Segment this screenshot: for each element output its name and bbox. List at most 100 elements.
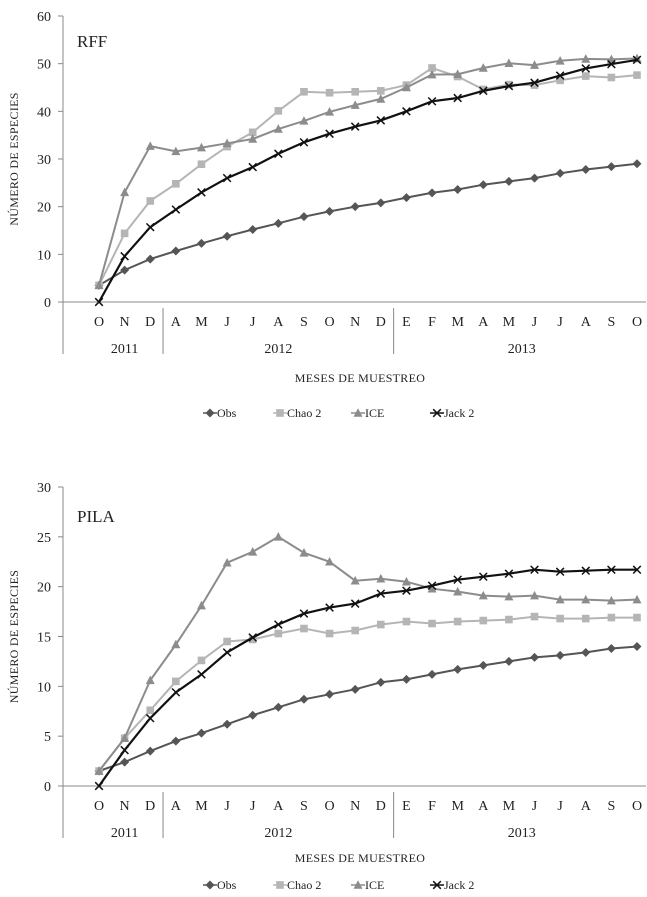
data-point <box>120 229 129 238</box>
data-point <box>376 198 386 208</box>
series-line <box>98 57 638 286</box>
legend: Obs Chao 2 ICE Jack 2 <box>203 406 474 420</box>
data-point <box>402 586 411 595</box>
data-point <box>555 594 565 604</box>
x-tick-label: D <box>145 799 155 814</box>
y-tick-label: 5 <box>44 730 51 745</box>
data-point <box>120 757 130 767</box>
x-tick-label: N <box>120 315 130 330</box>
x-tick-label: O <box>632 799 642 814</box>
y-tick-label: 10 <box>37 248 51 263</box>
data-point <box>171 639 181 649</box>
data-point <box>299 212 309 222</box>
legend-marker <box>353 408 363 417</box>
x-tick-label: N <box>120 799 130 814</box>
data-point <box>428 619 436 628</box>
data-point <box>274 149 283 159</box>
y-tick-label: 20 <box>37 581 51 596</box>
data-point <box>120 187 130 197</box>
data-point <box>401 82 411 92</box>
series-line <box>98 66 638 286</box>
legend-label: ICE <box>365 878 384 892</box>
data-point <box>581 164 591 174</box>
data-point <box>325 107 335 116</box>
series-line <box>98 568 637 787</box>
data-point <box>530 652 540 662</box>
legend-label: Jack 2 <box>444 406 474 420</box>
data-point <box>530 565 539 575</box>
data-point <box>273 218 283 228</box>
x-tick-label: A <box>273 799 284 814</box>
x-tick-label: S <box>300 799 308 814</box>
data-point <box>478 590 488 600</box>
data-point <box>273 702 283 712</box>
data-point <box>376 677 386 687</box>
data-point <box>581 594 591 604</box>
y-tick-label: 10 <box>37 680 51 695</box>
data-point <box>376 573 386 583</box>
x-tick-label: O <box>632 315 642 330</box>
data-point <box>453 617 462 626</box>
x-tick-label: M <box>195 799 208 814</box>
x-tick-label: J <box>532 799 538 814</box>
data-point <box>145 746 155 756</box>
data-point <box>581 614 590 623</box>
data-point <box>453 185 463 195</box>
y-tick-label: 30 <box>37 481 51 496</box>
data-point <box>248 635 257 644</box>
data-point <box>505 615 513 624</box>
y-tick-label: 40 <box>37 105 51 120</box>
data-point <box>453 586 463 596</box>
data-point <box>427 188 437 198</box>
legend-label: ICE <box>365 406 384 420</box>
data-point <box>171 736 181 746</box>
data-point <box>632 641 642 651</box>
data-point <box>146 706 155 715</box>
data-point <box>273 532 283 541</box>
data-point <box>248 128 257 137</box>
x-tick-label: J <box>224 799 230 814</box>
data-point <box>351 87 359 96</box>
x-tick-label: M <box>503 315 516 330</box>
data-point <box>274 107 283 115</box>
x-tick-label: M <box>503 799 516 814</box>
legend-label: Chao 2 <box>287 406 321 420</box>
data-point <box>248 225 258 235</box>
data-point <box>504 176 514 186</box>
data-point <box>299 609 309 618</box>
data-point <box>197 160 206 169</box>
year-label: 2013 <box>508 826 536 841</box>
x-tick-label: A <box>478 315 489 330</box>
legend-marker <box>276 409 284 417</box>
data-point <box>581 64 591 73</box>
y-tick-label: 20 <box>37 201 51 216</box>
data-point <box>633 71 641 79</box>
y-tick-label: 50 <box>37 58 51 73</box>
data-point <box>555 168 565 178</box>
series-line <box>98 645 638 772</box>
x-tick-label: J <box>250 799 256 814</box>
data-point <box>376 589 386 598</box>
legend-marker <box>276 881 284 889</box>
y-axis-title: NÚMERO DE ESPECIES <box>7 570 21 703</box>
data-point <box>479 616 488 625</box>
series-line <box>98 615 637 772</box>
data-point <box>120 733 130 742</box>
data-point <box>581 566 591 576</box>
data-point <box>222 138 232 148</box>
x-tick-label: D <box>145 315 155 330</box>
x-axis-title: MESES DE MUESTREO <box>295 851 425 865</box>
data-point <box>427 669 437 679</box>
data-point <box>248 710 258 720</box>
data-point <box>401 576 411 586</box>
data-point <box>581 72 590 80</box>
data-point <box>401 193 411 203</box>
year-label: 2012 <box>264 826 292 841</box>
data-point <box>478 660 488 670</box>
data-point <box>248 134 258 143</box>
series-line <box>98 58 638 303</box>
x-tick-label: J <box>224 315 230 330</box>
legend-label: Obs <box>217 406 237 420</box>
data-point <box>222 719 232 729</box>
